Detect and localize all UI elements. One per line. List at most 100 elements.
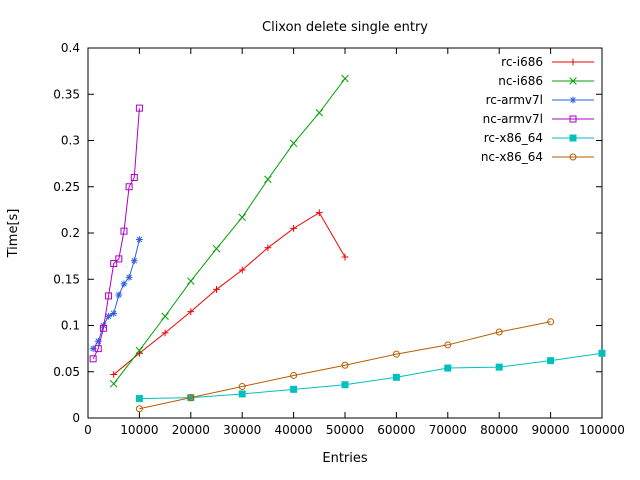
marker-rc-i686 <box>187 308 195 316</box>
y-tick-label: 0.1 <box>61 319 80 333</box>
marker-rc-armv7l <box>105 312 112 320</box>
series-line-rc-i686 <box>113 211 346 375</box>
marker-nc-armv7l <box>89 355 97 363</box>
marker-nc-i686-legend <box>569 77 577 85</box>
marker-nc-armv7l <box>135 104 143 112</box>
marker-rc-x86_64 <box>341 381 349 389</box>
series-line-nc-x86_64 <box>139 321 551 410</box>
marker-rc-x86_64 <box>444 364 452 372</box>
marker-nc-x86_64 <box>238 383 246 391</box>
marker-nc-i686 <box>212 244 221 253</box>
marker-nc-x86_64 <box>392 350 400 358</box>
marker-nc-i686 <box>315 108 324 117</box>
marker-rc-armv7l-legend <box>569 96 577 104</box>
marker-rc-x86_64 <box>495 363 503 371</box>
marker-nc-armv7l <box>120 227 128 235</box>
marker-rc-armv7l <box>120 280 128 288</box>
marker-rc-i686-legend <box>569 58 577 66</box>
marker-nc-i686 <box>161 312 169 321</box>
marker-nc-x86_64 <box>135 405 143 413</box>
marker-nc-armv7l <box>110 260 118 268</box>
x-tick-label: 0 <box>84 423 92 437</box>
legend-label-nc-x86_64: nc-x86_64 <box>481 150 543 164</box>
series-line-rc-armv7l <box>92 239 140 349</box>
series-line-nc-armv7l <box>92 108 140 360</box>
x-tick-label: 30000 <box>223 423 261 437</box>
marker-rc-x86_64 <box>290 385 298 393</box>
y-tick-label: 0 <box>72 411 80 425</box>
marker-nc-x86_64 <box>547 318 555 326</box>
chart-title: Clixon delete single entry <box>262 20 428 35</box>
y-tick-label: 0.2 <box>61 226 80 240</box>
marker-rc-x86_64 <box>547 357 555 365</box>
marker-rc-i686 <box>315 209 323 217</box>
marker-rc-armv7l <box>94 337 102 345</box>
marker-nc-i686 <box>289 139 298 148</box>
x-tick-label: 90000 <box>532 423 570 437</box>
marker-nc-armv7l <box>125 183 133 191</box>
marker-nc-x86_64-legend <box>569 153 577 161</box>
marker-nc-i686 <box>264 175 272 184</box>
x-tick-label: 50000 <box>326 423 364 437</box>
marker-nc-x86_64 <box>187 394 195 402</box>
x-tick-label: 60000 <box>377 423 415 437</box>
marker-nc-x86_64 <box>290 371 298 379</box>
marker-rc-x86_64 <box>392 373 400 381</box>
marker-nc-armv7l <box>115 255 123 263</box>
marker-nc-x86_64 <box>341 361 349 369</box>
y-tick-label: 0.05 <box>53 365 80 379</box>
x-axis-label: Entries <box>322 451 368 466</box>
y-tick-label: 0.4 <box>61 41 80 55</box>
marker-rc-i686 <box>238 266 246 274</box>
marker-nc-armv7l <box>94 345 102 353</box>
marker-rc-i686 <box>290 224 297 232</box>
marker-rc-x86_64 <box>238 390 246 398</box>
y-tick-label: 0.3 <box>61 134 80 148</box>
marker-rc-i686 <box>110 371 118 378</box>
marker-rc-i686 <box>341 253 349 261</box>
marker-nc-i686 <box>135 346 144 355</box>
marker-rc-armv7l <box>89 345 97 353</box>
plot-area: 0 10000 20000 30000 40000 50000 60000 70000 8000… <box>53 41 625 437</box>
marker-rc-armv7l <box>130 257 138 265</box>
marker-nc-i686 <box>238 213 246 222</box>
legend-label-rc-x86_64: rc-x86_64 <box>484 131 543 145</box>
marker-rc-x86_64 <box>598 349 606 357</box>
marker-rc-i686 <box>264 244 272 252</box>
x-tick-label: 10000 <box>120 423 158 437</box>
marker-rc-i686 <box>161 329 169 337</box>
marker-nc-armv7l <box>99 324 107 332</box>
marker-rc-armv7l <box>136 236 143 243</box>
marker-nc-armv7l <box>130 174 138 181</box>
marker-rc-x86_64 <box>135 395 143 403</box>
legend-label-rc-armv7l: rc-armv7l <box>486 93 543 107</box>
marker-nc-i686 <box>187 277 195 285</box>
marker-nc-x86_64 <box>495 328 503 336</box>
series-line-rc-x86_64 <box>139 352 603 400</box>
marker-rc-armv7l <box>110 310 118 317</box>
marker-nc-i686 <box>341 74 349 83</box>
marker-nc-x86_64 <box>444 341 452 349</box>
marker-nc-i686 <box>109 380 118 388</box>
x-tick-label: 100000 <box>579 423 625 437</box>
y-axis-label: Time[s] <box>6 209 21 259</box>
y-tick-label: 0.25 <box>53 180 80 194</box>
legend-label-nc-armv7l: nc-armv7l <box>483 112 543 126</box>
marker-rc-x86_64-legend <box>569 134 577 142</box>
marker-nc-armv7l-legend <box>569 115 577 123</box>
marker-rc-armv7l <box>125 274 133 281</box>
marker-rc-armv7l <box>115 291 123 299</box>
x-tick-label: 70000 <box>429 423 467 437</box>
x-tick-label: 80000 <box>480 423 518 437</box>
legend-label-rc-i686: rc-i686 <box>501 55 543 69</box>
x-tick-label: 40000 <box>275 423 313 437</box>
x-tick-label: 20000 <box>172 423 210 437</box>
legend-label-nc-i686: nc-i686 <box>498 74 543 88</box>
y-tick-label: 0.35 <box>53 87 80 101</box>
series-line-nc-i686 <box>113 78 346 385</box>
marker-rc-i686 <box>213 286 220 293</box>
marker-nc-armv7l <box>105 292 113 300</box>
y-tick-label: 0.15 <box>53 272 80 286</box>
